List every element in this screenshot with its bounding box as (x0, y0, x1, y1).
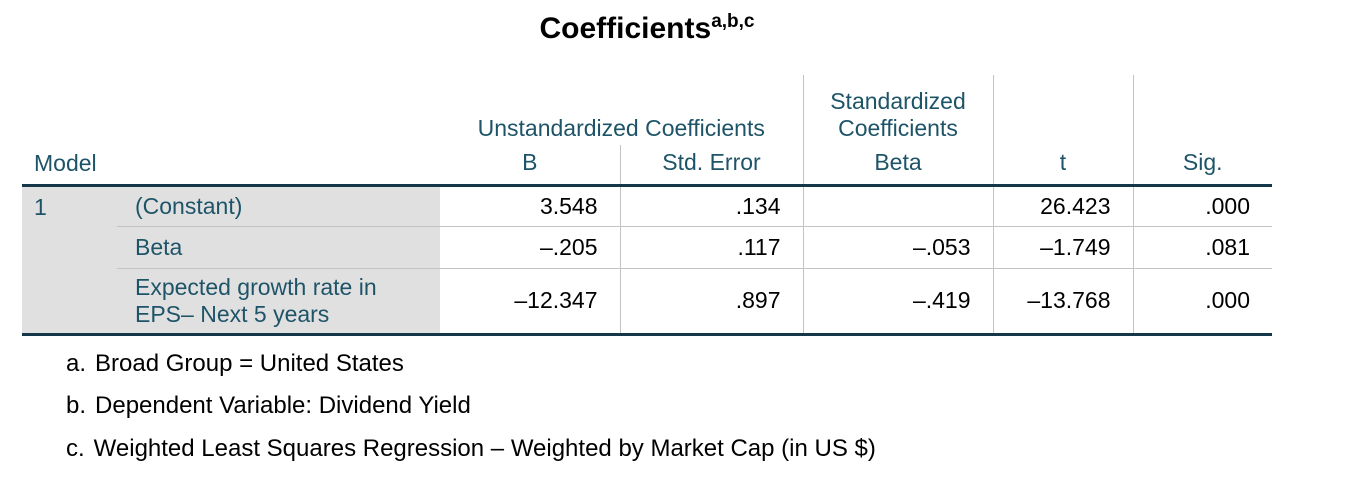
standardized-coefficients-group-header: Standardized Coefficients (802, 75, 993, 145)
sig-column-header: Sig. (1132, 145, 1272, 187)
table-row: 1 (Constant) 3.548 .134 26.423 .000 (22, 185, 1272, 336)
header-column-row: B Std. Error Beta t Sig. (22, 145, 1272, 187)
t-value-cell: –1.749 (992, 225, 1133, 268)
row-label-constant: (Constant) (117, 185, 440, 226)
beta-column-header: Beta (802, 145, 993, 187)
std-error-value-cell: .134 (619, 185, 803, 226)
footnote-marker: c. (66, 435, 85, 462)
t-column-header: t (992, 145, 1133, 187)
table-row: Beta –.205 .117 –.053 –1.749 .081 (22, 225, 1272, 268)
std-error-column-header: Std. Error (619, 145, 803, 187)
footnote: b. Dependent Variable: Dividend Yield (66, 392, 471, 420)
beta-value-cell: –.419 (802, 267, 993, 336)
b-column-header: B (440, 145, 620, 187)
sig-value-cell: .000 (1132, 185, 1272, 226)
footnote-text: Dependent Variable: Dividend Yield (95, 392, 471, 419)
sig-column-header-spacer (1132, 75, 1272, 145)
beta-value-cell (802, 185, 993, 226)
b-value-cell: 3.548 (539, 192, 598, 219)
unstandardized-coefficients-group-header: Unstandardized Coefficients (477, 115, 765, 141)
sig-value-cell: .081 (1132, 225, 1272, 268)
table-title: Coefficientsa,b,c (22, 12, 1272, 46)
std-error-value-cell: .117 (619, 225, 803, 268)
footnote-marker: b. (66, 392, 87, 419)
std-error-value-cell: .897 (619, 267, 803, 336)
footnote-text: Broad Group = United States (95, 350, 404, 377)
beta-value-cell: –.053 (802, 225, 993, 268)
footnote-marker: a. (66, 350, 87, 377)
table-title-text: Coefficients (539, 12, 712, 45)
footnote-text: Weighted Least Squares Regression – Weig… (93, 435, 876, 462)
footnote: a. Broad Group = United States (66, 350, 404, 378)
b-value-cell: –12.347 (440, 267, 620, 336)
t-value-cell: –13.768 (992, 267, 1133, 336)
model-number-cell: 1 (22, 185, 117, 336)
b-value-cell: –.205 (440, 225, 620, 268)
row-label-text: Expected growth rate in EPS– Next 5 year… (135, 273, 377, 327)
t-column-header-spacer (992, 75, 1133, 145)
row-label-expected-growth: Expected growth rate in EPS– Next 5 year… (117, 267, 440, 336)
header-group-row: Model Unstandardized Coefficients Standa… (22, 75, 1272, 187)
footnote: c. Weighted Least Squares Regression – We… (66, 435, 876, 463)
title-footnote-markers: a,b,c (711, 11, 755, 32)
sig-value-cell: .000 (1132, 267, 1272, 336)
coefficients-table: Model Unstandardized Coefficients Standa… (22, 75, 1272, 336)
t-value-cell: 26.423 (992, 185, 1133, 226)
row-label-beta: Beta (117, 225, 440, 268)
table-row: Expected growth rate in EPS– Next 5 year… (22, 267, 1272, 336)
model-column-header: Model (22, 75, 440, 187)
